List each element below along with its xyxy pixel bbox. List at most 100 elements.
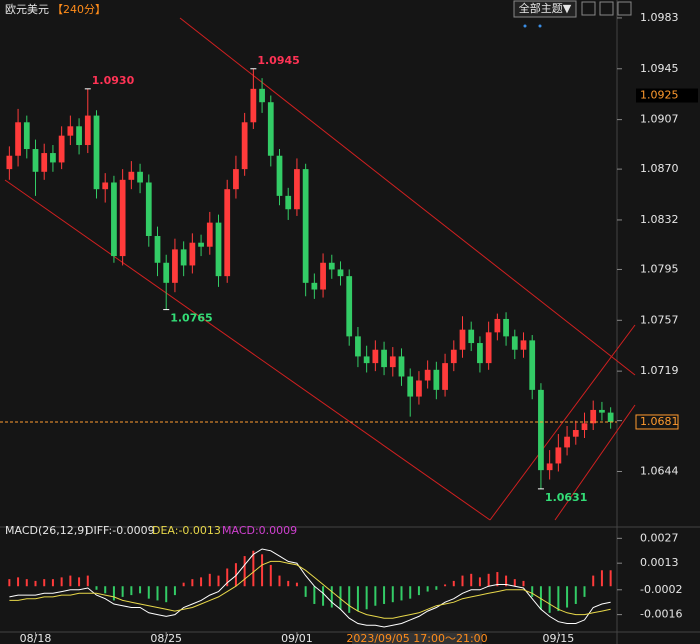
candle-body bbox=[320, 262, 326, 290]
trend-line bbox=[554, 404, 636, 521]
candle-body bbox=[119, 179, 126, 257]
cursor-price-box bbox=[636, 88, 698, 103]
candle-body bbox=[267, 102, 274, 156]
candle-body bbox=[137, 171, 143, 183]
candle-body bbox=[346, 276, 353, 337]
candle-body bbox=[15, 122, 21, 156]
candle-body bbox=[241, 122, 248, 170]
candle-body bbox=[363, 356, 370, 364]
cursor-time-box bbox=[352, 633, 482, 644]
candle-body bbox=[355, 336, 361, 357]
y-tick-label: 1.0832 bbox=[640, 213, 679, 226]
candle-body bbox=[389, 356, 396, 368]
candle-body bbox=[93, 115, 100, 190]
y-tick-label: 1.0983 bbox=[640, 11, 679, 24]
macd-legend: DIFF:-0.0009 bbox=[85, 524, 155, 537]
candle-body bbox=[485, 332, 492, 364]
y-tick-label: 1.0757 bbox=[640, 313, 679, 326]
candle-body bbox=[529, 340, 536, 390]
candle-body bbox=[581, 423, 588, 431]
candle-body bbox=[67, 126, 74, 136]
candle-body bbox=[372, 349, 379, 364]
current-price-label: 1.0681 bbox=[640, 415, 679, 428]
candle-body bbox=[302, 169, 309, 283]
candle-body bbox=[172, 249, 178, 283]
cursor-price-label: 1.0925 bbox=[640, 89, 679, 102]
annotation: 1.0631 bbox=[545, 491, 587, 504]
candle-body bbox=[407, 376, 414, 397]
candle-body bbox=[468, 329, 475, 344]
candle-body bbox=[23, 122, 30, 150]
y-tick-label: 1.0795 bbox=[640, 262, 679, 275]
candle-body bbox=[433, 369, 440, 390]
y-tick-label: 1.0907 bbox=[640, 113, 679, 126]
candle-body bbox=[50, 153, 56, 163]
candle-body bbox=[215, 222, 222, 277]
candle-body bbox=[424, 369, 431, 381]
candle-body bbox=[285, 195, 292, 210]
candle-body bbox=[294, 169, 300, 210]
macd-line bbox=[9, 560, 611, 619]
candle-body bbox=[102, 182, 109, 190]
candle-body bbox=[337, 269, 344, 277]
x-tick-label: 09/15 bbox=[543, 632, 575, 644]
y-tick-label: -0.0002 bbox=[640, 583, 682, 596]
candle-body bbox=[511, 336, 518, 350]
candle-body bbox=[58, 135, 65, 163]
candle-body bbox=[311, 282, 318, 290]
x-tick-label: 09/01 bbox=[281, 632, 313, 644]
theme-button-label[interactable]: 全部主题▼ bbox=[519, 1, 572, 15]
annotation: 1.0765 bbox=[170, 312, 212, 325]
candle-body bbox=[442, 363, 448, 390]
candle-body bbox=[206, 222, 213, 247]
trend-line bbox=[4, 179, 491, 521]
candle-body bbox=[250, 88, 257, 123]
cursor-time: 2023/09/05 17:00～21:00 bbox=[346, 632, 487, 644]
candle-body bbox=[6, 155, 13, 170]
theme-button[interactable] bbox=[513, 0, 577, 18]
candle-body bbox=[572, 430, 579, 437]
candle-body bbox=[189, 242, 196, 266]
macd-legend: DEA:-0.0013 bbox=[152, 524, 221, 537]
candle-body bbox=[163, 262, 170, 283]
candle-body bbox=[180, 249, 187, 266]
candle-body bbox=[503, 318, 509, 337]
candle-body bbox=[84, 115, 91, 146]
candle-body bbox=[233, 169, 239, 190]
candle-body bbox=[76, 126, 82, 146]
annotation: 1.0930 bbox=[92, 74, 135, 87]
y-tick-label: -0.0016 bbox=[640, 608, 682, 621]
current-price-box bbox=[635, 414, 679, 430]
x-tick-label: 08/18 bbox=[20, 632, 52, 644]
candle-body bbox=[450, 349, 457, 364]
candle-body bbox=[607, 412, 614, 422]
trend-line bbox=[489, 324, 636, 521]
candle-body bbox=[41, 153, 48, 172]
candle-body bbox=[520, 340, 527, 350]
candle-body bbox=[111, 182, 117, 257]
candle-body bbox=[276, 155, 283, 196]
y-tick-label: 1.0945 bbox=[640, 62, 679, 75]
dot bbox=[538, 24, 542, 28]
y-tick-label: 1.0644 bbox=[640, 464, 679, 477]
candle-body bbox=[459, 329, 466, 350]
candle-body bbox=[224, 189, 231, 277]
macd-title: MACD(26,12,9) bbox=[5, 524, 89, 537]
macd-line bbox=[9, 548, 611, 628]
tool-button[interactable] bbox=[617, 1, 632, 16]
candle-body bbox=[555, 447, 562, 464]
macd-legend: MACD:0.0009 bbox=[222, 524, 297, 537]
y-tick-label: 1.0870 bbox=[640, 162, 679, 175]
candle-body bbox=[564, 436, 570, 448]
tool-button[interactable] bbox=[581, 1, 596, 16]
candle-body bbox=[154, 236, 161, 263]
dot bbox=[523, 24, 527, 28]
candle-body bbox=[198, 242, 204, 247]
y-tick-label: 0.0027 bbox=[640, 531, 679, 544]
y-tick-label: 1.0719 bbox=[640, 364, 679, 377]
x-tick-label: 08/25 bbox=[150, 632, 182, 644]
candle-body bbox=[398, 356, 405, 377]
tool-button[interactable] bbox=[599, 1, 614, 16]
candle-body bbox=[477, 343, 483, 364]
